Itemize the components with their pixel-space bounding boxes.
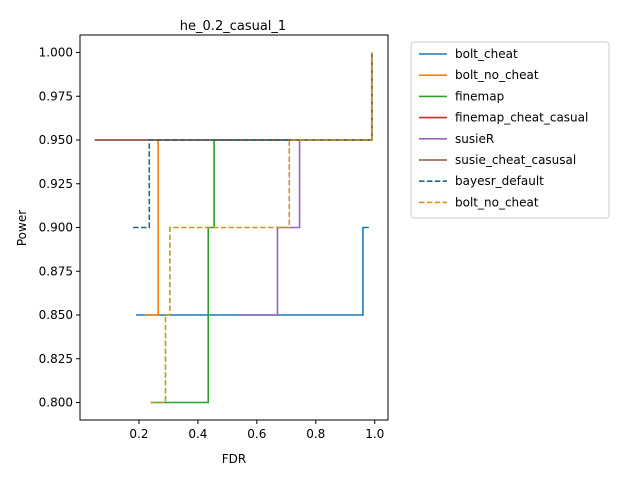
y-axis-ticks: 0.800 0.825 0.850 0.875 0.900 0.925 0.950 0.975… (39, 46, 80, 410)
legend: bolt_cheatbolt_no_cheatfinemapfinemap_ch… (410, 41, 610, 219)
x-tick-label: 0.2 (129, 427, 148, 441)
legend-label: finemap_cheat_casual (455, 111, 588, 125)
y-axis-label: Power (15, 210, 29, 246)
legend-label: bolt_no_cheat (455, 195, 539, 209)
series-line-5 (94, 52, 373, 141)
legend-box (410, 41, 610, 219)
series-line-3 (94, 52, 373, 141)
y-tick-label: 1.000 (39, 46, 73, 60)
series-line-7 (150, 52, 373, 404)
legend-label: bolt_cheat (455, 47, 518, 61)
series-line-6 (133, 52, 373, 229)
y-tick-label: 0.950 (39, 133, 73, 147)
legend-label: bayesr_default (455, 174, 544, 188)
series-line-0 (136, 226, 369, 316)
y-tick-label: 0.975 (39, 89, 73, 103)
chart-title: he_0.2_casual_1 (180, 19, 286, 34)
series-line-1 (144, 52, 373, 316)
x-axis-label: FDR (222, 452, 246, 466)
x-axis-ticks: 0.2 0.4 0.6 0.8 1.0 (129, 420, 384, 441)
legend-label: bolt_no_cheat (455, 68, 539, 82)
series-line-4 (239, 52, 373, 316)
y-tick-label: 0.800 (39, 396, 73, 410)
series-layer (94, 52, 373, 404)
y-tick-label: 0.925 (39, 177, 73, 191)
legend-label: susie_cheat_casusal (455, 153, 576, 167)
x-tick-label: 0.8 (306, 427, 325, 441)
legend-label: susieR (455, 132, 494, 146)
x-tick-label: 0.4 (188, 427, 207, 441)
legend-label: finemap (455, 89, 504, 103)
y-tick-label: 0.825 (39, 352, 73, 366)
x-tick-label: 1.0 (365, 427, 384, 441)
x-tick-label: 0.6 (247, 427, 266, 441)
plot-area (79, 34, 389, 421)
y-tick-label: 0.875 (39, 264, 73, 278)
y-tick-label: 0.850 (39, 308, 73, 322)
y-tick-label: 0.900 (39, 221, 73, 235)
